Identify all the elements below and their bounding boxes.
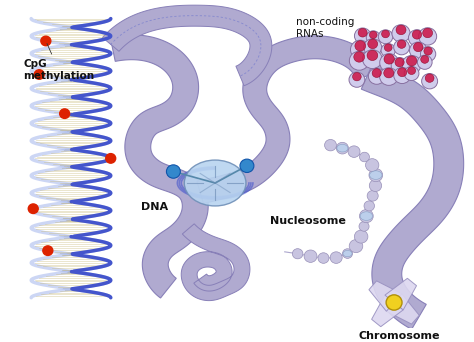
Circle shape <box>394 67 410 83</box>
Circle shape <box>380 68 398 86</box>
Circle shape <box>391 57 408 74</box>
Circle shape <box>421 55 429 63</box>
Circle shape <box>396 25 406 35</box>
Circle shape <box>60 109 70 118</box>
Polygon shape <box>385 278 417 310</box>
Circle shape <box>386 295 402 310</box>
Circle shape <box>43 246 53 255</box>
Circle shape <box>369 180 382 192</box>
Ellipse shape <box>360 212 373 220</box>
Circle shape <box>378 30 393 44</box>
Circle shape <box>368 68 385 84</box>
Circle shape <box>367 50 378 61</box>
Circle shape <box>384 68 394 78</box>
Circle shape <box>397 40 406 48</box>
Circle shape <box>359 222 369 231</box>
Circle shape <box>366 31 380 44</box>
Text: non-coding
RNAs: non-coding RNAs <box>296 17 354 39</box>
Circle shape <box>372 69 381 78</box>
Circle shape <box>359 152 369 162</box>
Circle shape <box>166 165 180 178</box>
Circle shape <box>412 30 422 39</box>
Circle shape <box>392 25 410 42</box>
Circle shape <box>410 42 427 59</box>
Circle shape <box>384 44 392 51</box>
Text: Nucleosome: Nucleosome <box>270 216 346 226</box>
Circle shape <box>365 159 379 171</box>
Circle shape <box>409 30 426 46</box>
Circle shape <box>418 55 432 69</box>
Circle shape <box>419 28 437 45</box>
Polygon shape <box>361 63 464 329</box>
Circle shape <box>395 58 404 67</box>
Circle shape <box>369 169 383 182</box>
Circle shape <box>402 55 421 74</box>
Circle shape <box>404 66 419 80</box>
Circle shape <box>353 73 361 81</box>
Circle shape <box>369 31 377 39</box>
Circle shape <box>381 43 395 57</box>
Circle shape <box>384 54 394 64</box>
Circle shape <box>34 70 44 79</box>
Polygon shape <box>197 36 379 203</box>
Circle shape <box>363 50 382 68</box>
Polygon shape <box>102 5 272 86</box>
Circle shape <box>348 146 360 157</box>
Circle shape <box>349 239 363 253</box>
Circle shape <box>354 52 365 62</box>
Circle shape <box>424 47 432 55</box>
Circle shape <box>394 40 410 55</box>
Circle shape <box>420 47 436 61</box>
Circle shape <box>318 253 329 263</box>
Ellipse shape <box>337 144 348 152</box>
Text: DNA: DNA <box>141 202 168 212</box>
Circle shape <box>364 39 382 56</box>
Text: CpG
methylation: CpG methylation <box>23 43 94 81</box>
Polygon shape <box>110 35 208 298</box>
Polygon shape <box>372 295 403 327</box>
Circle shape <box>41 36 51 46</box>
Circle shape <box>408 67 416 75</box>
Circle shape <box>349 51 369 70</box>
Circle shape <box>355 41 365 51</box>
Circle shape <box>367 190 378 201</box>
Ellipse shape <box>370 171 382 179</box>
Circle shape <box>423 28 433 38</box>
Circle shape <box>292 249 303 259</box>
Circle shape <box>422 74 438 89</box>
Circle shape <box>382 30 390 38</box>
Circle shape <box>425 74 434 82</box>
Circle shape <box>359 210 373 223</box>
Circle shape <box>358 28 367 37</box>
Circle shape <box>28 204 38 213</box>
Circle shape <box>350 40 370 59</box>
Circle shape <box>106 154 116 163</box>
Polygon shape <box>369 281 402 311</box>
Circle shape <box>355 28 371 44</box>
Ellipse shape <box>343 250 352 257</box>
Circle shape <box>413 42 423 52</box>
Text: Chromosome: Chromosome <box>358 331 440 341</box>
Circle shape <box>325 140 337 151</box>
Circle shape <box>407 56 417 66</box>
Circle shape <box>330 252 342 263</box>
Circle shape <box>349 72 365 87</box>
Polygon shape <box>181 224 250 301</box>
Circle shape <box>240 159 254 172</box>
Circle shape <box>304 250 317 262</box>
Circle shape <box>337 142 348 154</box>
Circle shape <box>368 39 378 49</box>
Circle shape <box>364 201 374 211</box>
Circle shape <box>398 68 407 77</box>
Ellipse shape <box>184 160 246 206</box>
Circle shape <box>355 230 368 243</box>
Circle shape <box>380 54 399 72</box>
Circle shape <box>343 249 353 258</box>
Polygon shape <box>386 294 419 324</box>
